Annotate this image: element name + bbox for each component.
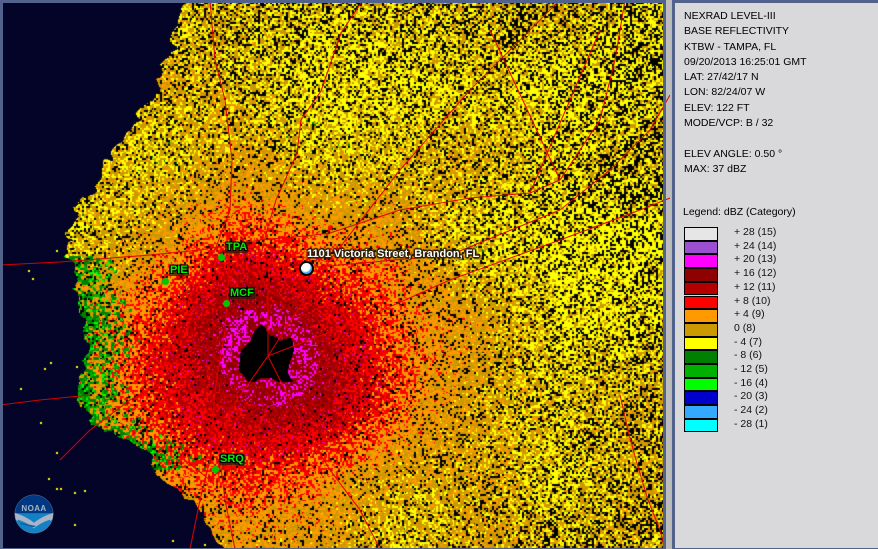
svg-text:NOAA: NOAA	[21, 504, 46, 513]
